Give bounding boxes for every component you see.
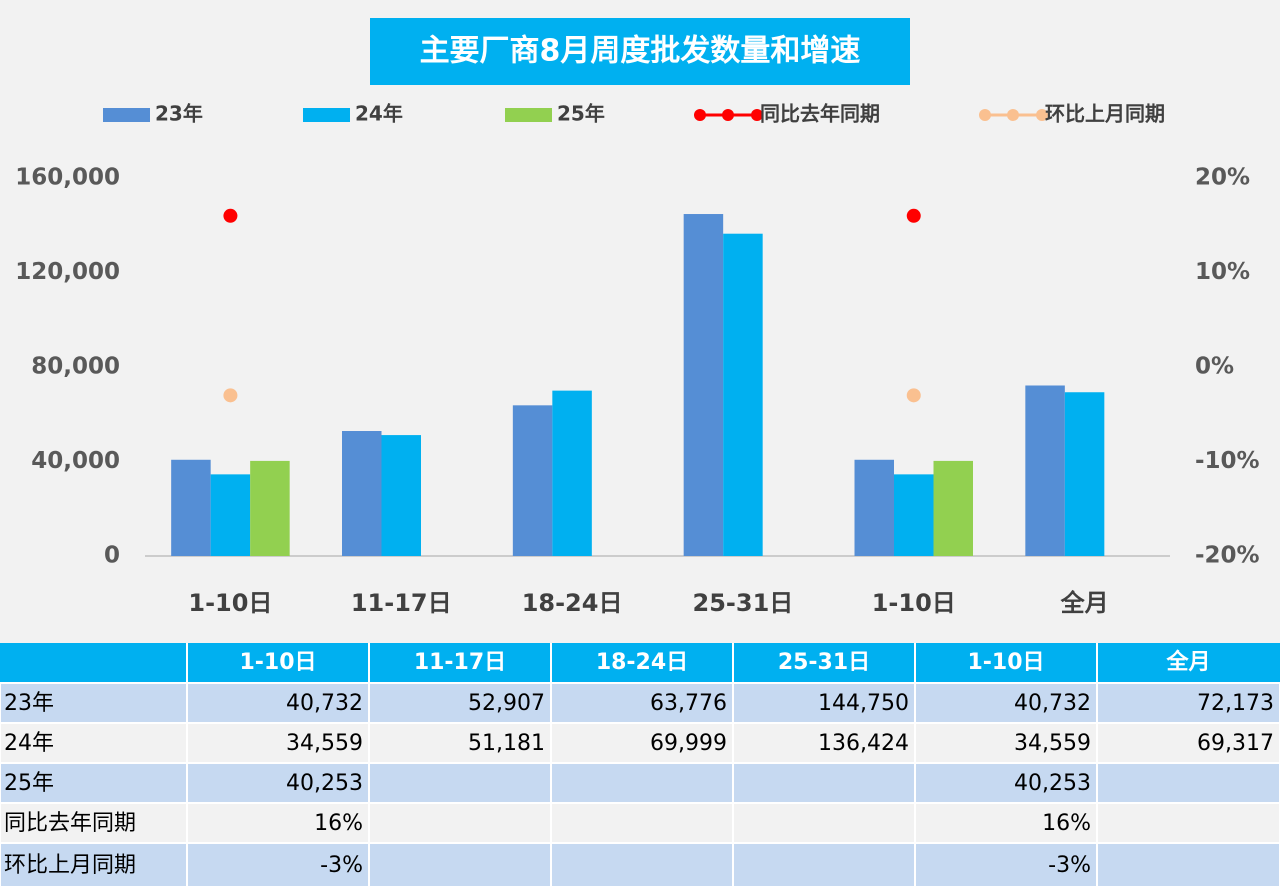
legend-label: 25年 — [557, 102, 605, 126]
bar — [210, 474, 251, 556]
x-tick-label: 18-24日 — [522, 589, 623, 617]
table-row-label: 同比去年同期 — [4, 811, 136, 836]
legend-label: 环比上月同期 — [1045, 102, 1165, 126]
table-header: 1-10日 — [239, 650, 316, 675]
table-row-bg — [0, 802, 1280, 844]
table-row-bg — [0, 842, 1280, 887]
y-tick-label: 120,000 — [15, 259, 120, 285]
y-tick-label: 40,000 — [31, 448, 120, 474]
table-row-bg — [0, 682, 1280, 724]
y-tick-label: 160,000 — [15, 165, 120, 191]
legend-swatch — [505, 108, 552, 122]
y2-tick-label: -20% — [1195, 543, 1260, 569]
table-cell: 63,776 — [650, 691, 727, 716]
point — [223, 208, 238, 223]
bar — [512, 405, 553, 556]
legend-marker — [979, 109, 991, 121]
y2-tick-label: 10% — [1195, 259, 1250, 285]
bar — [1025, 385, 1065, 556]
point — [223, 388, 238, 403]
table-cell: 16% — [314, 811, 363, 836]
table-cell: 40,732 — [286, 691, 363, 716]
y-tick-label: 80,000 — [31, 354, 120, 380]
bar — [854, 459, 894, 556]
table-row-label: 25年 — [4, 771, 54, 796]
chart-title: 主要厂商8月周度批发数量和增速 — [420, 34, 861, 69]
table-cell: 51,181 — [468, 731, 545, 756]
table-cell: 144,750 — [818, 691, 909, 716]
table-cell: 136,424 — [818, 731, 909, 756]
legend-marker — [1036, 109, 1048, 121]
table-cell: 34,559 — [286, 731, 363, 756]
bar — [683, 214, 724, 556]
table-cell: 40,732 — [1014, 691, 1091, 716]
x-tick-label: 11-17日 — [351, 589, 452, 617]
y2-tick-label: 0% — [1195, 354, 1234, 380]
bar — [342, 431, 382, 556]
table-cell: -3% — [1048, 853, 1091, 878]
legend-label: 23年 — [155, 102, 203, 126]
legend-marker — [694, 109, 706, 121]
table-cell: 34,559 — [1014, 731, 1091, 756]
table-cell: 72,173 — [1197, 691, 1274, 716]
point — [906, 208, 921, 223]
legend-marker — [722, 109, 734, 121]
x-tick-label: 全月 — [1060, 589, 1109, 617]
y2-tick-label: 20% — [1195, 165, 1250, 191]
legend-label: 24年 — [355, 102, 403, 126]
table-cell: 69,317 — [1197, 731, 1274, 756]
table-row-bg — [0, 722, 1280, 764]
table-cell: -3% — [320, 853, 363, 878]
x-tick-label: 1-10日 — [872, 589, 956, 617]
table-header-bg — [0, 643, 1280, 683]
bar — [171, 459, 211, 556]
bar — [381, 435, 421, 556]
point — [906, 388, 921, 403]
bar — [933, 460, 973, 556]
bar — [552, 390, 592, 556]
table-cell: 40,253 — [1014, 771, 1091, 796]
table-header: 25-31日 — [778, 650, 870, 675]
table-row-label: 24年 — [4, 731, 54, 756]
table-header: 18-24日 — [596, 650, 688, 675]
table-row-label: 环比上月同期 — [4, 853, 136, 878]
legend-marker — [1007, 109, 1019, 121]
table-header: 全月 — [1165, 649, 1210, 675]
legend-swatch — [103, 108, 150, 122]
table-row-label: 23年 — [4, 691, 54, 716]
legend-marker — [751, 109, 763, 121]
bar — [1064, 392, 1105, 556]
table-cell: 40,253 — [286, 771, 363, 796]
bar — [894, 474, 934, 556]
table-cell: 69,999 — [650, 731, 727, 756]
bar — [723, 233, 763, 556]
title-box — [370, 18, 910, 85]
x-tick-label: 1-10日 — [188, 589, 272, 617]
bar — [250, 460, 290, 556]
x-tick-label: 25-31日 — [693, 589, 794, 617]
y-tick-label: 0 — [104, 543, 120, 569]
table-header: 1-10日 — [967, 650, 1044, 675]
table-cell: 52,907 — [468, 691, 545, 716]
table-cell: 16% — [1042, 811, 1091, 836]
legend-label: 同比去年同期 — [760, 102, 880, 126]
legend-swatch — [303, 108, 350, 122]
y2-tick-label: -10% — [1195, 448, 1260, 474]
table-header: 11-17日 — [414, 650, 506, 675]
